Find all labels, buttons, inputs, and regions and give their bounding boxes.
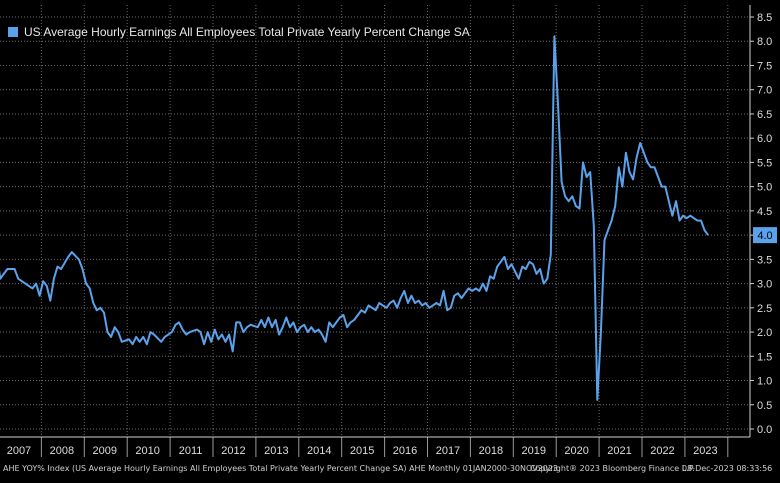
x-tick-label: 2011 — [179, 445, 203, 457]
y-tick-label: 0.0 — [757, 424, 772, 436]
y-tick-label: 2.0 — [757, 327, 772, 339]
y-tick-label: 6.0 — [757, 133, 772, 145]
last-value-label: 4.0 — [757, 230, 772, 242]
x-tick-label: 2015 — [350, 445, 374, 457]
x-tick-label: 2008 — [50, 445, 74, 457]
y-tick-label: 7.0 — [757, 85, 772, 97]
series-line — [0, 35, 709, 401]
x-tick-label: 2022 — [650, 445, 674, 457]
y-tick-label: 5.5 — [757, 157, 772, 169]
last-value-box — [753, 227, 777, 244]
footer-copyright: Copyright® 2023 Bloomberg Finance L.P. — [530, 464, 695, 473]
x-tick-label: 2023 — [693, 445, 717, 457]
x-tick-label: 2018 — [479, 445, 503, 457]
y-tick-label: 0.5 — [757, 400, 772, 412]
x-tick-label: 2014 — [307, 445, 331, 457]
y-tick-label: 6.5 — [757, 109, 772, 121]
chart-legend: US Average Hourly Earnings All Employees… — [8, 25, 470, 39]
footer-source: AHE YOY% Index (US Average Hourly Earnin… — [3, 464, 558, 473]
y-tick-label: 4.5 — [757, 206, 772, 218]
y-tick-label: 8.5 — [757, 12, 772, 24]
legend-label: US Average Hourly Earnings All Employees… — [24, 25, 470, 39]
x-tick-label: 2007 — [7, 445, 31, 457]
y-tick-label: 3.5 — [757, 254, 772, 266]
x-tick-label: 2009 — [93, 445, 117, 457]
x-tick-label: 2013 — [264, 445, 288, 457]
x-tick-label: 2010 — [135, 445, 159, 457]
y-tick-label: 5.0 — [757, 182, 772, 194]
x-tick-label: 2016 — [393, 445, 417, 457]
y-tick-label: 1.0 — [757, 376, 772, 388]
y-tick-label: 8.0 — [757, 36, 772, 48]
y-tick-label: 7.5 — [757, 60, 772, 72]
footer-timestamp: 08-Dec-2023 08:33:56 — [682, 464, 773, 473]
y-tick-label: 3.0 — [757, 279, 772, 291]
x-tick-label: 2021 — [607, 445, 631, 457]
y-tick-label: 1.5 — [757, 351, 772, 363]
legend-swatch — [8, 27, 18, 37]
y-tick-label: 2.5 — [757, 303, 772, 315]
x-tick-label: 2012 — [221, 445, 245, 457]
x-tick-label: 2017 — [436, 445, 460, 457]
x-tick-label: 2020 — [564, 445, 588, 457]
x-tick-label: 2019 — [522, 445, 546, 457]
